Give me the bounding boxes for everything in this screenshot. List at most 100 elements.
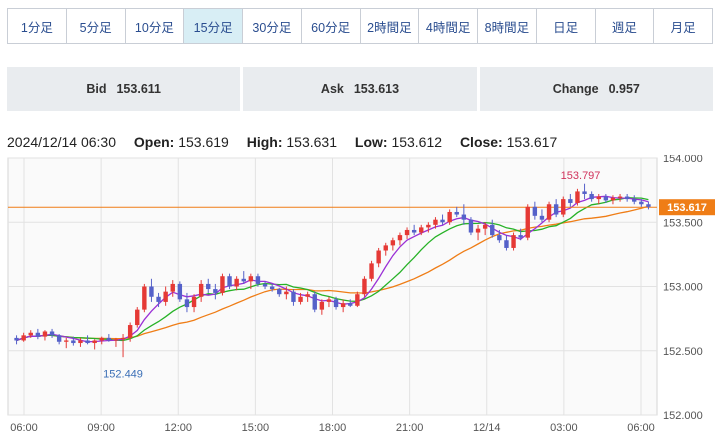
current-price-tag bbox=[659, 199, 715, 216]
candle-body bbox=[35, 332, 41, 337]
candle-body bbox=[78, 340, 83, 344]
candle-body bbox=[426, 224, 431, 228]
candle-body bbox=[64, 340, 69, 342]
ohlc-datetime: 2024/12/14 06:30 bbox=[7, 134, 116, 150]
candle-body bbox=[262, 283, 268, 287]
tab-9[interactable]: 日足 bbox=[537, 9, 596, 43]
candle-body bbox=[475, 228, 481, 233]
tab-0[interactable]: 1分足 bbox=[8, 9, 67, 43]
tab-7[interactable]: 4時間足 bbox=[419, 9, 478, 43]
candle-body bbox=[568, 199, 573, 203]
candle-body bbox=[42, 331, 48, 337]
candle-body bbox=[319, 301, 325, 310]
change-box: Change 0.957 bbox=[479, 67, 713, 111]
candle-body bbox=[113, 339, 119, 341]
tab-5[interactable]: 60分足 bbox=[302, 9, 361, 43]
candle-body bbox=[561, 199, 566, 215]
ohlc-open: Open: 153.619 bbox=[134, 134, 229, 150]
candle-body bbox=[525, 206, 530, 238]
x-tick-label: 09:00 bbox=[87, 422, 115, 434]
timeframe-tabs: 1分足 5分足 10分足 15分足 30分足 60分足 2時間足 4時間足 8時間足 日足 週足 月足 bbox=[7, 8, 713, 44]
candle-body bbox=[163, 291, 168, 302]
candle-body bbox=[433, 219, 438, 225]
candle-body bbox=[632, 199, 637, 202]
change-label: Change bbox=[552, 82, 599, 96]
candle-body bbox=[532, 206, 538, 216]
candle-body bbox=[610, 197, 616, 201]
ohlc-readout: 2024/12/14 06:30 Open: 153.619 High: 153… bbox=[7, 134, 571, 150]
quote-row: Bid 153.611 Ask 153.613 Change 0.957 bbox=[7, 67, 713, 111]
low-value: 153.612 bbox=[391, 134, 443, 150]
candle-body bbox=[511, 235, 516, 248]
tab-11[interactable]: 月足 bbox=[670, 20, 696, 35]
y-tick-label: 153.000 bbox=[663, 282, 703, 294]
candle-body bbox=[142, 286, 147, 310]
candle-body bbox=[355, 294, 360, 306]
candle-body bbox=[269, 286, 275, 290]
high-label: High: bbox=[246, 134, 283, 150]
price-chart[interactable]: 154.000 153.500 153.000 152.500 152.000 06:00… bbox=[0, 155, 720, 443]
ma-mid-line bbox=[16, 197, 649, 342]
tab-3[interactable]: 15分足 bbox=[184, 9, 243, 43]
candle-body bbox=[376, 250, 381, 264]
candle-body bbox=[397, 235, 403, 241]
candle-body bbox=[404, 229, 410, 236]
tab-2[interactable]: 10分足 bbox=[126, 9, 185, 43]
candle-body bbox=[120, 337, 126, 340]
candle-body bbox=[220, 276, 225, 293]
tab-10[interactable]: 週足 bbox=[596, 9, 655, 43]
bid-label: Bid bbox=[86, 82, 107, 96]
bid-box: Bid 153.611 bbox=[7, 67, 241, 111]
candle-body bbox=[234, 278, 239, 287]
open-value: 153.619 bbox=[178, 134, 229, 150]
x-tick-label: 06:00 bbox=[10, 422, 38, 434]
candle-body bbox=[291, 291, 296, 302]
candle-body bbox=[348, 303, 353, 306]
candle-body bbox=[390, 240, 396, 246]
candle-body bbox=[305, 294, 310, 297]
candle-body bbox=[419, 227, 424, 233]
candle-body bbox=[184, 299, 190, 308]
candle-body bbox=[646, 204, 651, 207]
candle-body bbox=[92, 340, 97, 344]
candle-body bbox=[71, 340, 76, 344]
candle-body bbox=[546, 204, 552, 220]
close-value: 153.617 bbox=[506, 134, 558, 150]
tab-4[interactable]: 30分足 bbox=[243, 9, 302, 43]
tab-6[interactable]: 2時間足 bbox=[361, 9, 420, 43]
change-value: 0.957 bbox=[608, 82, 640, 96]
candle-body bbox=[21, 335, 26, 341]
ohlc-high: High: 153.631 bbox=[247, 134, 337, 150]
candle-body bbox=[440, 219, 445, 223]
x-tick-label: 18:00 bbox=[319, 422, 347, 434]
ask-value: 153.613 bbox=[353, 82, 400, 96]
low-label: Low: bbox=[354, 134, 388, 150]
x-tick-label: 21:00 bbox=[396, 422, 424, 434]
candle-body bbox=[383, 245, 388, 251]
candle-body bbox=[85, 340, 90, 344]
candle-body bbox=[213, 289, 218, 293]
high-marker-label: 153.797 bbox=[561, 170, 601, 182]
candle-body bbox=[56, 335, 62, 342]
current-price-label: 153.617 bbox=[667, 202, 707, 214]
x-tick-label: 12:00 bbox=[164, 422, 192, 434]
candle-body bbox=[277, 289, 282, 295]
candle-body bbox=[589, 193, 594, 200]
candle-body bbox=[28, 332, 33, 336]
candle-body bbox=[156, 296, 161, 302]
candle-body bbox=[241, 278, 246, 282]
candle-body bbox=[518, 235, 523, 238]
x-tick-label: 03:00 bbox=[550, 422, 578, 434]
y-tick-label: 152.000 bbox=[663, 410, 703, 422]
tab-8[interactable]: 8時間足 bbox=[478, 9, 537, 43]
candle-body bbox=[333, 299, 339, 308]
candle-body bbox=[227, 276, 232, 287]
candle-body bbox=[135, 309, 140, 326]
x-tick-label: 15:00 bbox=[242, 422, 270, 434]
candle-body bbox=[617, 196, 623, 198]
candle-body bbox=[177, 283, 183, 300]
tab-1[interactable]: 5分足 bbox=[67, 9, 126, 43]
candle-body bbox=[482, 224, 488, 229]
candle-body bbox=[553, 204, 559, 215]
candle-body bbox=[206, 283, 211, 290]
